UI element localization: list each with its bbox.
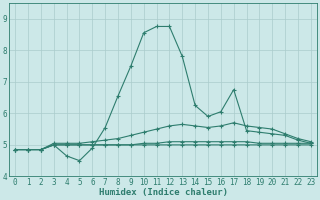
X-axis label: Humidex (Indice chaleur): Humidex (Indice chaleur) (99, 188, 228, 197)
